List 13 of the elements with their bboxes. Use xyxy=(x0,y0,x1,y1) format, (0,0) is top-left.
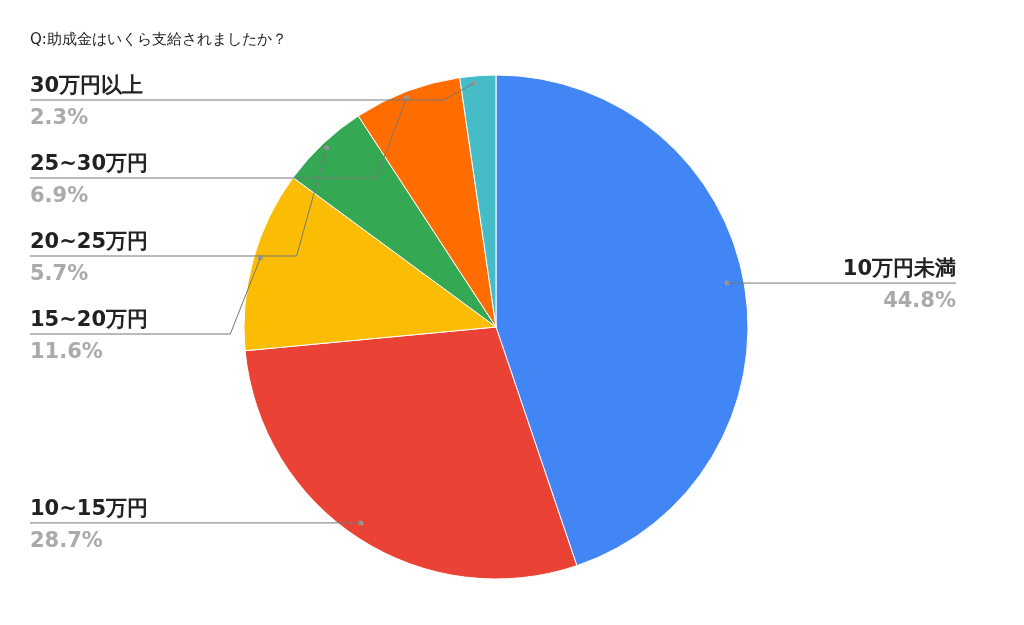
slice-label: 10~15万円 xyxy=(30,495,149,520)
slice-label: 20~25万円 xyxy=(30,229,149,253)
slice-label: 30万円以上 xyxy=(30,73,144,97)
data-label: 6.9% xyxy=(30,183,89,207)
data-label: 11.6% xyxy=(30,339,103,363)
slice-label: 15~20万円 xyxy=(30,307,149,331)
chart-title: Q:助成金はいくら支給されましたか？ xyxy=(30,30,287,48)
data-label: 2.3% xyxy=(30,105,89,129)
slice-label: 25~30万円 xyxy=(30,151,149,175)
data-label: 28.7% xyxy=(30,527,103,552)
data-label: 44.8% xyxy=(883,288,956,313)
data-label: 5.7% xyxy=(30,261,89,285)
slice-label: 10万円未満 xyxy=(842,256,956,281)
